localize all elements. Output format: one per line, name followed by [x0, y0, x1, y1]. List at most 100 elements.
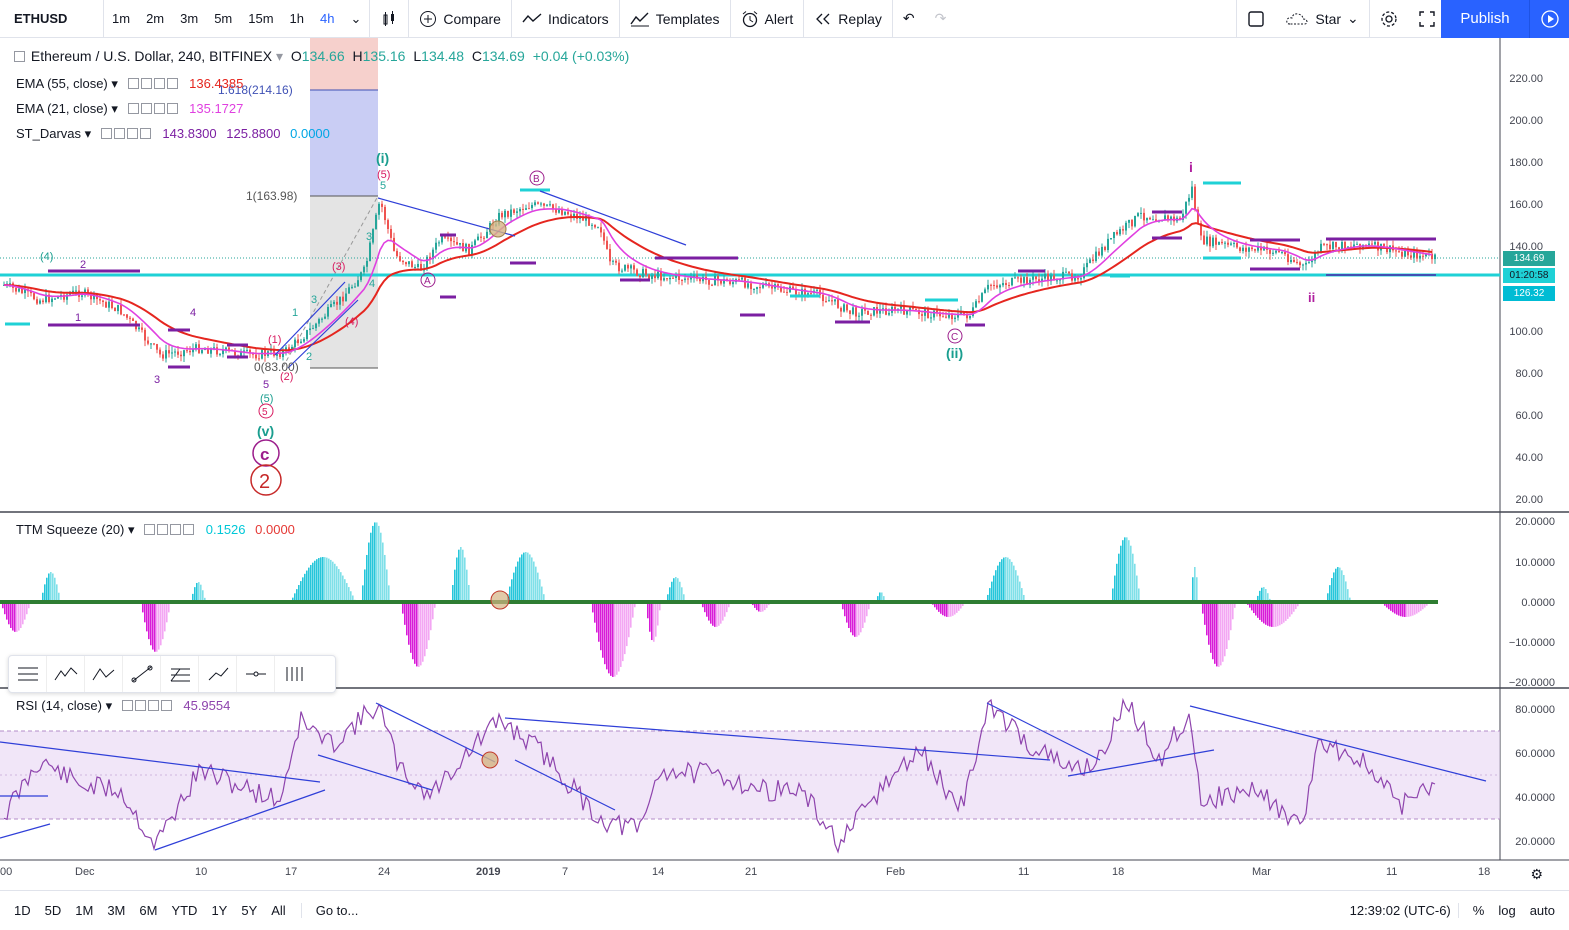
- publish-button[interactable]: Publish: [1441, 0, 1529, 38]
- squeeze-bar: [194, 587, 196, 602]
- range-1y[interactable]: 1Y: [211, 903, 228, 918]
- eye-icon[interactable]: [127, 103, 139, 114]
- range-3m[interactable]: 3M: [107, 903, 126, 918]
- squeeze-bar: [1210, 602, 1212, 653]
- fullscreen-button[interactable]: [1408, 0, 1446, 38]
- squeeze-bar: [1192, 577, 1194, 602]
- fullscreen-chart-button[interactable]: [1237, 0, 1275, 38]
- plus-icon[interactable]: [153, 103, 165, 114]
- ema55-legend[interactable]: EMA (55, close) ▾ 136.4385: [16, 76, 244, 91]
- candle: [441, 236, 443, 243]
- compare-button[interactable]: Compare: [409, 0, 511, 38]
- wave-label-C: C: [951, 332, 958, 343]
- candle: [963, 311, 965, 315]
- squeeze-legend[interactable]: TTM Squeeze (20) ▾ 0.1526 0.0000: [16, 522, 295, 537]
- plus-icon[interactable]: [126, 128, 138, 139]
- timeframe-1m[interactable]: 1m: [112, 10, 131, 26]
- candle: [708, 279, 710, 285]
- candle: [660, 271, 662, 281]
- fib-retracement-button[interactable]: [161, 656, 199, 692]
- settings-button[interactable]: [1370, 0, 1408, 38]
- price-chart[interactable]: (4) 2 1 3 4 5 (5) (1) (2) (3) (4) (5) 1 …: [0, 38, 1569, 890]
- fib-tool-button[interactable]: [9, 656, 47, 692]
- gear-icon[interactable]: [134, 700, 146, 711]
- gear-icon[interactable]: [140, 103, 152, 114]
- undo-button[interactable]: ↶: [893, 0, 925, 38]
- elliott-abc-button[interactable]: [85, 656, 123, 692]
- candle: [978, 301, 980, 303]
- candle: [1422, 255, 1424, 257]
- candle: [81, 295, 83, 297]
- symbol-search[interactable]: ETHUSD: [0, 0, 104, 38]
- candle: [297, 339, 299, 344]
- auto-toggle[interactable]: auto: [1529, 903, 1555, 918]
- goto-button[interactable]: Go to...: [300, 903, 366, 918]
- templates-button[interactable]: Templates: [620, 0, 730, 38]
- range-1m[interactable]: 1M: [75, 903, 94, 918]
- squeeze-bar: [954, 602, 956, 615]
- range-ytd[interactable]: YTD: [171, 903, 198, 918]
- plus-icon[interactable]: [153, 78, 165, 89]
- clock[interactable]: 12:39:02 (UTC-6): [1349, 903, 1451, 918]
- timeframe-5m[interactable]: 5m: [214, 10, 233, 26]
- elliott-impulse-button[interactable]: [47, 656, 85, 692]
- candle: [1200, 223, 1202, 236]
- eye-icon[interactable]: [144, 524, 156, 535]
- candle: [732, 282, 734, 285]
- horizontal-line-button[interactable]: [237, 656, 275, 692]
- more-tools-button[interactable]: [275, 656, 313, 692]
- gear-icon[interactable]: [157, 524, 169, 535]
- close-icon[interactable]: [160, 700, 172, 711]
- candle: [1233, 242, 1235, 244]
- trendline-button[interactable]: [123, 656, 161, 692]
- timeframe-15m[interactable]: 15m: [248, 10, 274, 26]
- chevron-down-icon[interactable]: ▾: [275, 48, 284, 64]
- log-toggle[interactable]: log: [1498, 903, 1516, 918]
- ema21-legend[interactable]: EMA (21, close) ▾ 135.1727: [16, 101, 244, 116]
- darvas-legend[interactable]: ST_Darvas ▾ 143.8300 125.8800 0.0000: [16, 126, 330, 141]
- plus-icon[interactable]: [170, 524, 182, 535]
- gear-icon[interactable]: [140, 78, 152, 89]
- collapse-icon[interactable]: [14, 51, 25, 62]
- timeframe-1h[interactable]: 1h: [289, 10, 305, 26]
- candle: [582, 216, 584, 221]
- publish-idea-play-button[interactable]: [1529, 0, 1569, 38]
- squeeze-bar: [708, 602, 710, 621]
- timeframe-dropdown[interactable]: ⌄: [342, 0, 369, 38]
- redo-button[interactable]: ↷: [925, 0, 957, 38]
- close-icon[interactable]: [166, 103, 178, 114]
- time-axis[interactable]: 00 Dec 10 17 24 2019 7 14 21 Feb 11 18 Mar 11 18: [0, 866, 1500, 884]
- candle: [1143, 212, 1145, 221]
- range-5y[interactable]: 5Y: [241, 903, 258, 918]
- alert-button[interactable]: Alert: [731, 0, 804, 38]
- eye-icon[interactable]: [127, 78, 139, 89]
- replay-button[interactable]: Replay: [804, 0, 892, 38]
- candle: [759, 287, 761, 289]
- close-icon[interactable]: [183, 524, 195, 535]
- eye-icon[interactable]: [100, 128, 112, 139]
- close-icon[interactable]: [166, 78, 178, 89]
- ray-button[interactable]: [199, 656, 237, 692]
- squeeze-bar: [1291, 602, 1293, 615]
- eye-icon[interactable]: [121, 700, 133, 711]
- star-button[interactable]: Star ⌄: [1275, 0, 1368, 38]
- percent-toggle[interactable]: %: [1457, 903, 1492, 918]
- candle: [1005, 283, 1007, 286]
- squeeze-bar: [710, 602, 712, 624]
- chart-settings-gear[interactable]: ⚙: [1530, 866, 1543, 883]
- chart-type-button[interactable]: [370, 0, 408, 38]
- indicators-button[interactable]: Indicators: [512, 0, 619, 38]
- rsi-legend[interactable]: RSI (14, close) ▾ 45.9554: [16, 698, 231, 713]
- timeframe-3m[interactable]: 3m: [180, 10, 199, 26]
- timeframe-4h[interactable]: 4h: [320, 10, 335, 26]
- gear-icon[interactable]: [113, 128, 125, 139]
- squeeze-bar: [942, 602, 944, 616]
- squeeze-axis-label: −10.0000: [1508, 637, 1555, 649]
- timeframe-2m[interactable]: 2m: [146, 10, 165, 26]
- plus-icon[interactable]: [147, 700, 159, 711]
- range-6m[interactable]: 6M: [139, 903, 158, 918]
- range-1d[interactable]: 1D: [14, 903, 31, 918]
- range-5d[interactable]: 5D: [44, 903, 62, 918]
- range-all[interactable]: All: [271, 903, 286, 918]
- close-icon[interactable]: [139, 128, 151, 139]
